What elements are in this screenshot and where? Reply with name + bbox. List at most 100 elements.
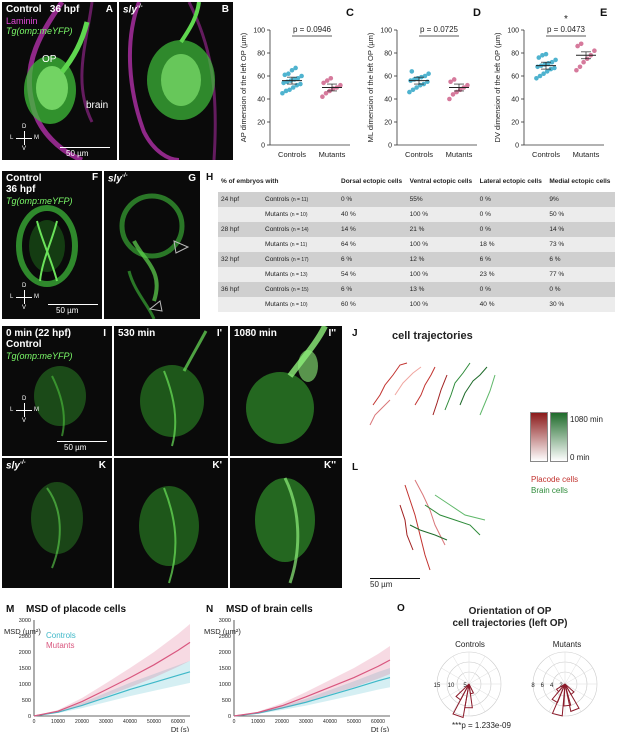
polar-petal: [455, 683, 470, 701]
msd-ytick-label: 0: [28, 714, 31, 720]
dot-plot-point: [575, 43, 580, 49]
msd-series-line: [33, 641, 191, 717]
dot-plot-point: [451, 77, 457, 82]
dot-plot-star: *: [564, 14, 568, 25]
msd-xtick-label: 30000: [299, 719, 313, 725]
msd-ytick-label: 1500: [219, 666, 231, 672]
dot-plot-point: [281, 80, 286, 86]
polar-spoke: [564, 656, 582, 685]
table-group-n: (n = 14): [291, 227, 309, 233]
table-group-label: Mutants: [265, 241, 289, 248]
dot-plot-point: [537, 73, 543, 79]
dot-plot-pvalue: p = 0.0946: [293, 25, 332, 34]
panel-k-letter: K: [98, 460, 106, 471]
msd-charts: M MSD of placode cells MSD (µm²) Dt (s) 0 500…: [4, 604, 391, 732]
table-stage: [218, 267, 262, 282]
msd-chart-xlabel: Dt (s): [371, 725, 390, 732]
table-cell: 6 %: [549, 256, 561, 263]
dot-plot-ytick-label: 0: [388, 143, 392, 150]
dot-plot-xtick-label: Controls: [532, 150, 560, 159]
msd-series-line: [33, 671, 191, 717]
dot-plot-ytick-label: 40: [384, 97, 392, 104]
dot-plot-point: [544, 69, 550, 74]
table-cell: 0 %: [549, 286, 561, 293]
table-group-n: (n = 17): [291, 257, 309, 263]
axis-compass-a: D V L M: [10, 124, 39, 152]
axis-compass-f: D V L M: [10, 283, 39, 311]
msd-series-line: [233, 659, 391, 717]
msd-series-band: [234, 668, 390, 716]
msd-chart-letter: N: [206, 604, 213, 615]
table-stage: 36 hpf: [221, 286, 240, 293]
table-header-cell: Dorsal ectopic cells: [341, 177, 403, 185]
panel-a-title: Control 36 hpf: [6, 4, 80, 15]
table-stage: 32 hpf: [221, 256, 240, 263]
table-group-n: (n = 10): [290, 302, 308, 308]
dot-plot-ytick-label: 80: [384, 51, 392, 58]
panel-f-image: Control 36 hpf Tg(omp:meYFP) D V L M 50 µ…: [2, 171, 102, 319]
panel-k1-drawing: [139, 486, 199, 584]
polar-spoke: [548, 656, 566, 685]
dot-plot-ytick-label: 60: [257, 74, 265, 81]
dot-plot-pvalue: p = 0.0473: [547, 25, 586, 34]
msd-xtick-label: 50000: [147, 719, 161, 725]
msd-chart-m: M MSD of placode cells MSD (µm²) Dt (s) 0 500…: [4, 604, 191, 732]
polar-mutants-label: Mutants: [552, 640, 582, 649]
table-group: Mutants (n = 10): [262, 207, 338, 222]
dot-plot-point: [286, 71, 291, 76]
table-group: Mutants (n = 10): [262, 297, 338, 312]
dot-plot-letter: E: [600, 7, 607, 19]
table-cell: 6 %: [479, 256, 491, 263]
polar-petal: [468, 683, 475, 695]
panel-k2-drawing: [255, 477, 315, 584]
msd-chart-xlabel: Dt (s): [171, 725, 190, 732]
table-header-cell: Medial ectopic cells: [549, 177, 611, 185]
table-group-n: (n = 11): [291, 197, 309, 203]
panel-f-letter: F: [92, 172, 99, 183]
msd-series-line: [233, 677, 391, 717]
dot-plot-xtick-label: Mutants: [446, 150, 473, 159]
dot-plot-point: [536, 55, 542, 60]
panel-i1-title: 530 min: [118, 328, 156, 339]
dot-plot-point: [414, 85, 419, 90]
polar-spoke: [468, 667, 497, 685]
dot-plot-point: [299, 73, 304, 79]
table-stage: 24 hpf: [221, 196, 240, 203]
table-cell: 0 %: [479, 196, 491, 203]
dot-plot-point: [321, 80, 326, 86]
dot-plot-point: [287, 87, 292, 93]
panel-i1-image: 530 min I': [114, 326, 228, 456]
dot-plot-ytick-label: 80: [511, 51, 519, 58]
table-cell: 6 %: [341, 286, 353, 293]
panel-g-image: sly-/- G: [104, 171, 200, 319]
polar-tick: 15: [434, 683, 441, 689]
panel-a-image: Control 36 hpf A Laminin Tg(omp:meYFP) O…: [2, 2, 117, 160]
time-legend: 1080 min 0 min: [530, 412, 615, 472]
dot-plot-point: [409, 69, 415, 74]
trajectories-l: [399, 479, 486, 571]
table-group-label: Controls: [265, 196, 290, 203]
dot-plot-point: [541, 71, 546, 76]
scale-bar-l: 50 µm: [370, 578, 420, 589]
table-cell: 12 %: [409, 256, 425, 263]
table-group-label: Mutants: [265, 271, 289, 278]
polar-petal: [555, 683, 566, 693]
dot-plot-point: [289, 67, 295, 73]
table-cell: 100 %: [409, 211, 429, 218]
msd-ytick-label: 500: [222, 698, 231, 704]
dot-plot-point: [577, 64, 583, 70]
msd-ytick-label: 2500: [219, 634, 231, 640]
table-group-label: Mutants: [265, 301, 289, 308]
table-row: 32 hpf Controls (n = 17) 6 % 12 % 6 % 6 %: [218, 252, 615, 267]
dot-plot-ytick-label: 0: [261, 143, 265, 150]
table-cell: 14 %: [549, 226, 565, 233]
table-header-cell: Lateral ectopic cells: [479, 177, 542, 185]
dot-plot-point: [410, 87, 416, 93]
table-row: Mutants (n = 13) 54 % 100 % 23 % 77 %: [218, 267, 615, 282]
dot-plot-point: [448, 79, 453, 85]
polar-petal: [564, 683, 575, 696]
table-cell: 40 %: [479, 301, 495, 308]
msd-ytick-label: 1500: [19, 666, 31, 672]
table-stage: [218, 207, 262, 222]
panel-b-title: sly-/-: [123, 4, 143, 16]
